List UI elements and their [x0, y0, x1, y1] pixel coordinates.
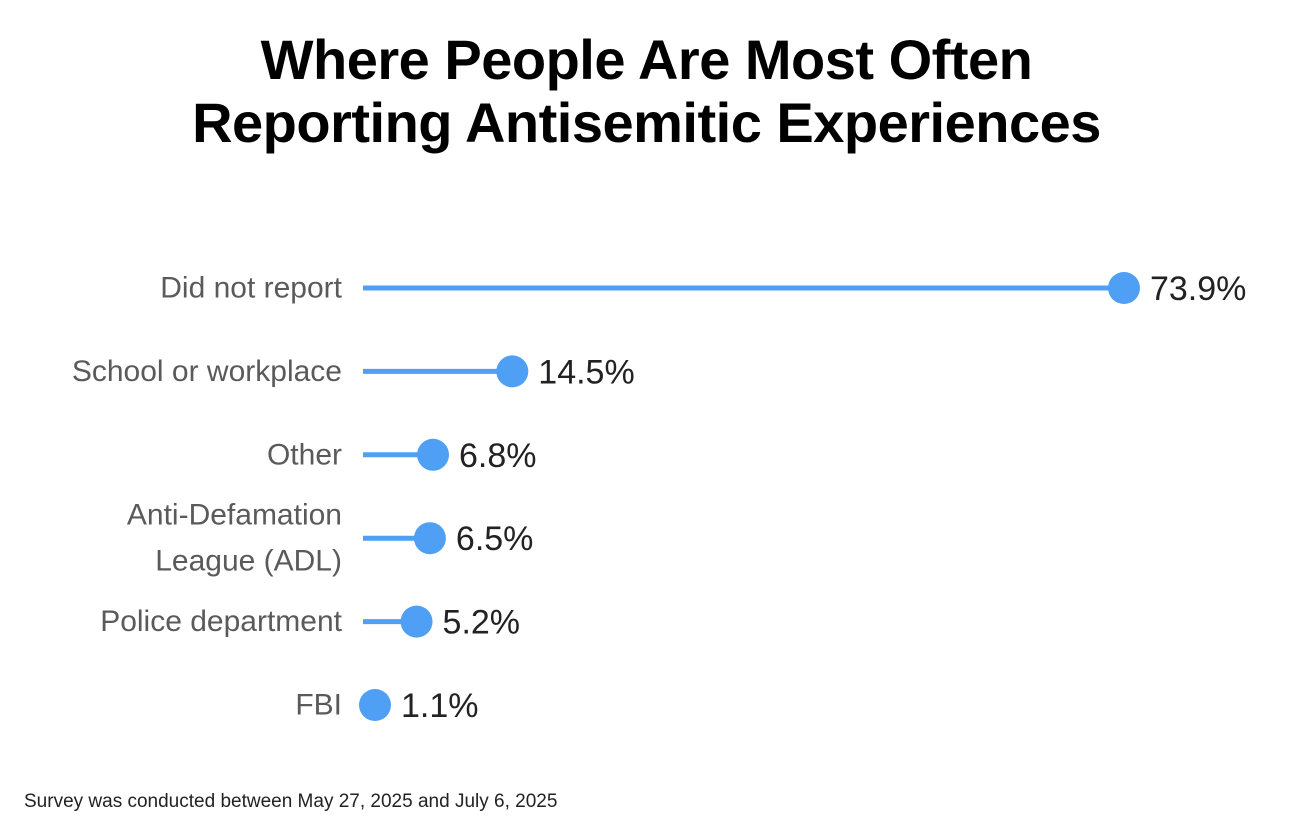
footnote: Survey was conducted between May 27, 202… [24, 791, 558, 812]
category-label: Police department [100, 605, 342, 638]
category-label: Anti-Defamation [127, 499, 342, 532]
chart-title-line-2: Reporting Antisemitic Experiences [192, 91, 1101, 154]
category-label: League (ADL) [155, 545, 342, 578]
value-label: 73.9% [1150, 270, 1246, 308]
lollipop-dot [1107, 272, 1140, 304]
category-label: Other [267, 438, 342, 471]
category-label: School or workplace [72, 355, 342, 388]
value-label: 14.5% [538, 353, 634, 391]
chart-title-line-1: Where People Are Most Often [260, 28, 1033, 91]
lollipop-dot [496, 355, 529, 388]
category-label: Did not report [160, 272, 342, 305]
value-label: 6.5% [456, 520, 534, 558]
category-label: FBI [295, 689, 342, 722]
lollipop-dot [417, 438, 450, 471]
value-label: 6.8% [459, 437, 537, 475]
value-label: 5.2% [443, 604, 521, 642]
lollipop-dot [400, 605, 433, 638]
lollipop-dot [413, 522, 446, 555]
chart-title: Where People Are Most Often Reporting An… [0, 28, 1293, 154]
lollipop-dot [359, 689, 391, 721]
value-label: 1.1% [401, 687, 479, 725]
